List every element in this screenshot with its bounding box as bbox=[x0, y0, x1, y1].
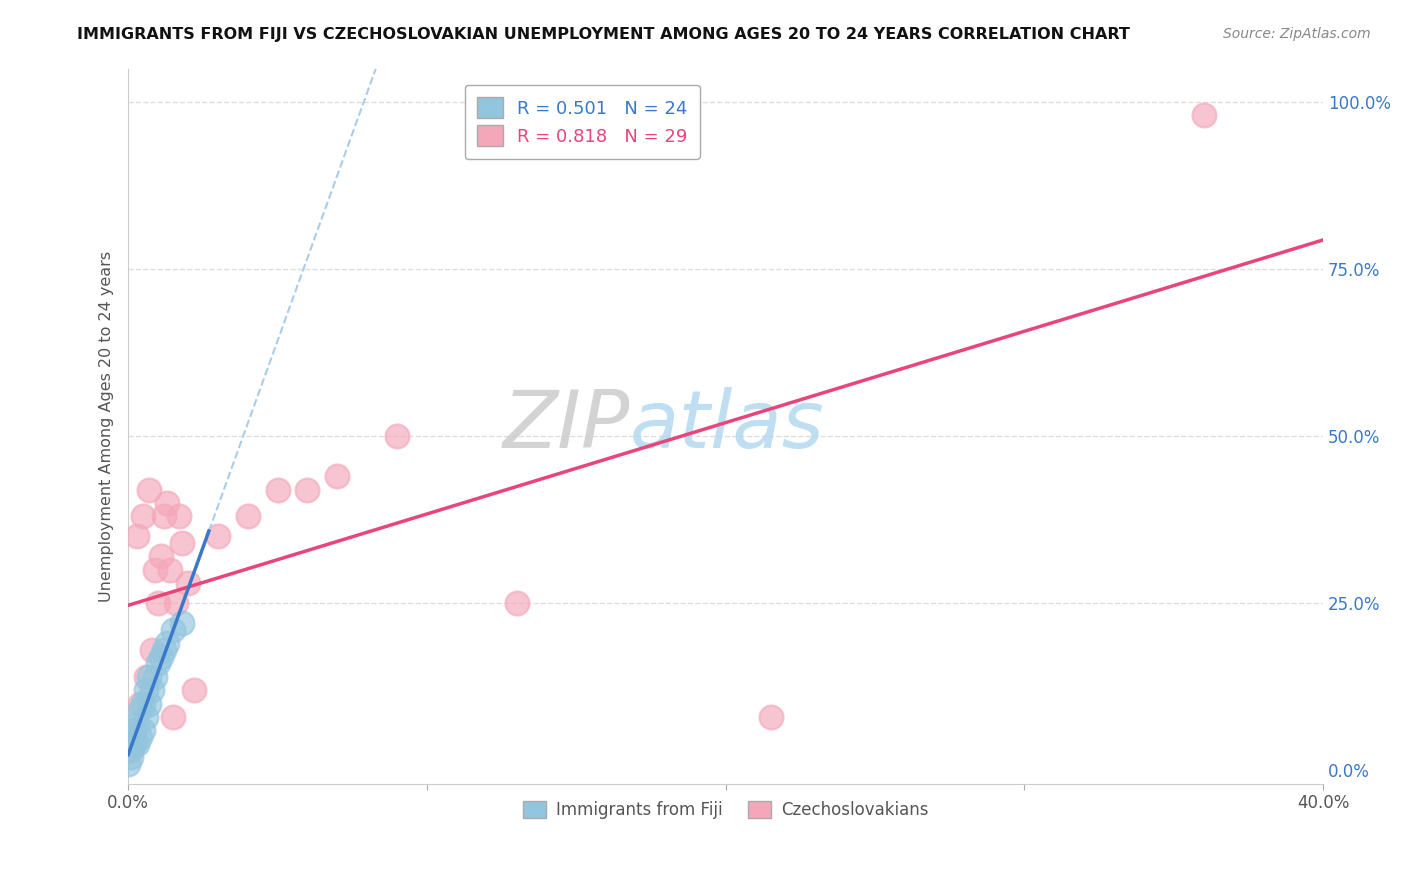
Point bbox=[143, 670, 166, 684]
Point bbox=[326, 469, 349, 483]
Point bbox=[759, 710, 782, 724]
Point bbox=[117, 743, 139, 757]
Point bbox=[141, 683, 163, 698]
Point bbox=[138, 483, 160, 497]
Point bbox=[207, 529, 229, 543]
Point bbox=[159, 563, 181, 577]
Point bbox=[170, 536, 193, 550]
Point bbox=[150, 549, 173, 564]
Point bbox=[165, 596, 187, 610]
Point bbox=[385, 429, 408, 443]
Point bbox=[122, 737, 145, 751]
Point bbox=[156, 496, 179, 510]
Point bbox=[122, 723, 145, 738]
Legend: Immigrants from Fiji, Czechoslovakians: Immigrants from Fiji, Czechoslovakians bbox=[516, 794, 935, 825]
Point bbox=[146, 596, 169, 610]
Point bbox=[132, 509, 155, 524]
Point bbox=[183, 683, 205, 698]
Point bbox=[153, 509, 176, 524]
Text: ZIP: ZIP bbox=[503, 387, 630, 465]
Point bbox=[129, 697, 152, 711]
Point bbox=[138, 670, 160, 684]
Point bbox=[127, 737, 149, 751]
Y-axis label: Unemployment Among Ages 20 to 24 years: Unemployment Among Ages 20 to 24 years bbox=[100, 251, 114, 602]
Point bbox=[127, 716, 149, 731]
Point bbox=[143, 563, 166, 577]
Point bbox=[150, 649, 173, 664]
Point bbox=[120, 743, 142, 757]
Point bbox=[135, 683, 157, 698]
Point bbox=[156, 636, 179, 650]
Point bbox=[127, 529, 149, 543]
Point bbox=[141, 643, 163, 657]
Point bbox=[297, 483, 319, 497]
Point bbox=[129, 730, 152, 744]
Point bbox=[236, 509, 259, 524]
Point bbox=[138, 697, 160, 711]
Point bbox=[162, 710, 184, 724]
Text: IMMIGRANTS FROM FIJI VS CZECHOSLOVAKIAN UNEMPLOYMENT AMONG AGES 20 TO 24 YEARS C: IMMIGRANTS FROM FIJI VS CZECHOSLOVAKIAN … bbox=[77, 27, 1130, 42]
Point bbox=[135, 710, 157, 724]
Point bbox=[505, 596, 527, 610]
Point bbox=[177, 576, 200, 591]
Point bbox=[129, 703, 152, 717]
Point bbox=[1192, 108, 1215, 122]
Point bbox=[132, 723, 155, 738]
Point bbox=[266, 483, 288, 497]
Point bbox=[117, 756, 139, 771]
Point bbox=[153, 643, 176, 657]
Point bbox=[122, 723, 145, 738]
Point bbox=[170, 616, 193, 631]
Text: Source: ZipAtlas.com: Source: ZipAtlas.com bbox=[1223, 27, 1371, 41]
Point bbox=[167, 509, 190, 524]
Text: atlas: atlas bbox=[630, 387, 825, 465]
Point bbox=[162, 623, 184, 637]
Point bbox=[132, 697, 155, 711]
Point bbox=[120, 750, 142, 764]
Point bbox=[135, 670, 157, 684]
Point bbox=[120, 730, 142, 744]
Point bbox=[146, 657, 169, 671]
